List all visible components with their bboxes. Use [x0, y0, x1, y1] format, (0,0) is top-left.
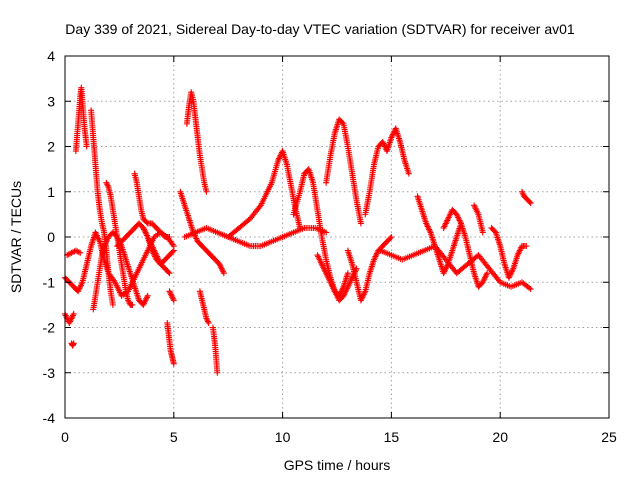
x-tick-label: 15	[384, 429, 400, 445]
data-point-interp	[526, 198, 533, 205]
data-point-interp	[204, 316, 211, 323]
data-point	[83, 143, 90, 150]
y-tick-label: -1	[43, 274, 56, 290]
axis-ticks: 0 5 10 15 20 25 -4 -3 -2 -1 0 1 2 3 4	[43, 48, 617, 445]
series-sat-c	[68, 340, 77, 349]
data-point	[205, 319, 212, 326]
data-point-interp	[74, 248, 81, 255]
series-sat-p	[196, 288, 212, 326]
series-sat-u	[314, 252, 360, 304]
data-point	[220, 270, 227, 277]
series-sat-t	[290, 166, 351, 299]
y-tick-label: 1	[47, 184, 55, 200]
data-point	[527, 200, 534, 207]
series-sat-aa	[440, 206, 491, 290]
data-point-interp	[104, 182, 111, 189]
y-tick-label: 3	[47, 93, 55, 109]
series-sat-ab	[471, 202, 486, 236]
data-point	[388, 234, 395, 240]
x-tick-label: 0	[61, 429, 69, 445]
data-point	[77, 249, 84, 256]
x-tick-label: 25	[601, 429, 617, 445]
y-tick-label: -4	[43, 410, 56, 426]
series-sat-s	[225, 148, 304, 240]
data-point	[484, 270, 491, 277]
series-sat-k	[140, 224, 177, 268]
data-point	[344, 270, 351, 277]
series-sat-m	[166, 288, 177, 304]
data-point	[203, 188, 210, 195]
series-sat-j	[131, 170, 173, 240]
series-sat-ac	[488, 224, 530, 281]
y-tick-label: -3	[43, 365, 56, 381]
data-point	[353, 265, 360, 272]
y-tick-label: -2	[43, 320, 56, 336]
x-tick-label: 20	[492, 429, 508, 445]
x-axis-label: GPS time / hours	[284, 457, 391, 473]
x-tick-label: 10	[275, 429, 291, 445]
data-points	[62, 84, 534, 376]
series-sat-g	[90, 229, 151, 313]
x-tick-label: 5	[170, 429, 178, 445]
series-sat-q	[209, 324, 221, 376]
series-sat-e	[72, 84, 90, 155]
data-point	[523, 243, 530, 250]
y-tick-label: 0	[47, 229, 55, 245]
data-point-interp	[169, 248, 176, 255]
data-point-interp	[387, 235, 394, 242]
data-point	[170, 297, 177, 304]
series-sat-z	[414, 193, 465, 277]
data-point	[405, 170, 412, 177]
data-point-interp	[165, 269, 172, 276]
data-point	[357, 220, 364, 227]
series-sat-w	[344, 234, 395, 304]
data-point	[166, 234, 173, 240]
data-point-interp	[75, 249, 82, 256]
data-point	[170, 360, 177, 367]
series-sat-x	[362, 125, 412, 218]
series-sat-l	[164, 319, 177, 367]
series-sat-o	[183, 89, 210, 195]
data-point	[527, 286, 534, 293]
data-point-interp	[245, 217, 252, 224]
series-sat-v	[323, 116, 364, 227]
series-sat-ad	[518, 188, 534, 207]
data-point	[170, 247, 177, 254]
y-axis-label: SDTVAR / TECUs	[8, 181, 24, 293]
chart-title: Day 339 of 2021, Sidereal Day-to-day VTE…	[65, 21, 575, 37]
data-point	[323, 229, 330, 236]
data-point	[166, 270, 173, 277]
data-point	[479, 229, 486, 236]
series-sat-f	[88, 107, 116, 308]
data-point-interp	[339, 119, 346, 126]
data-point	[129, 301, 136, 308]
data-point	[297, 224, 304, 231]
data-point	[144, 292, 151, 299]
data-point	[70, 340, 77, 347]
data-point	[109, 301, 116, 308]
series-sat-d	[64, 247, 84, 259]
series-sat-h	[103, 179, 136, 308]
data-point	[70, 310, 77, 317]
series-sat-b	[62, 310, 77, 326]
series-sat-y	[377, 243, 534, 293]
data-point	[214, 369, 221, 376]
y-tick-label: 4	[47, 48, 55, 64]
y-tick-label: 2	[47, 139, 55, 155]
